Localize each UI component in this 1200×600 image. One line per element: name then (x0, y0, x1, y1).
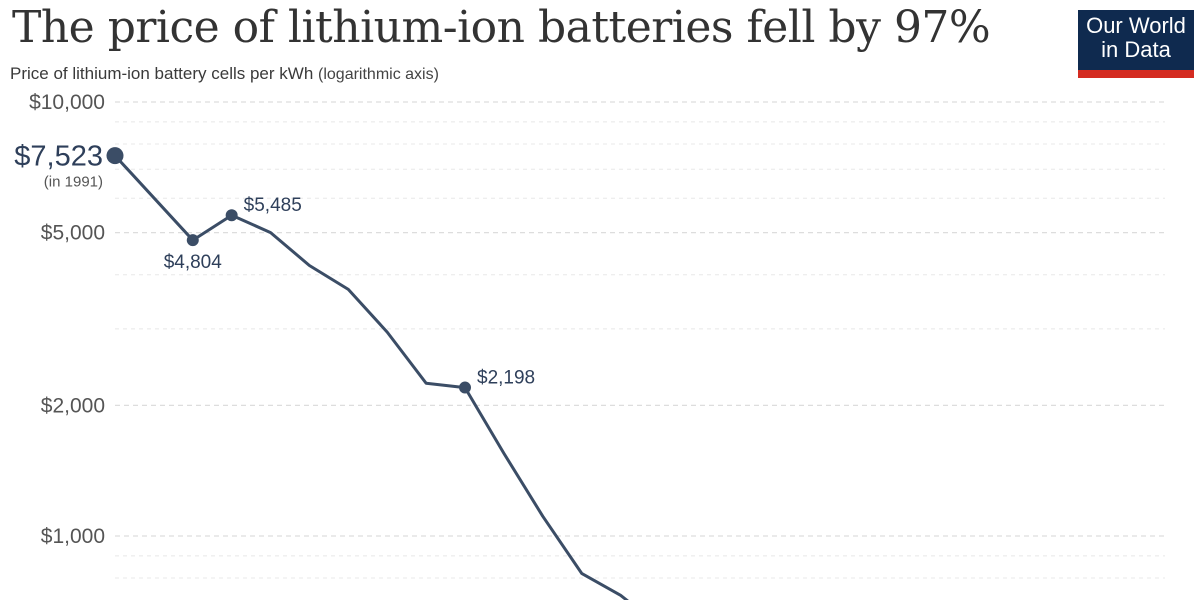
data-label: $7,523 (14, 141, 103, 173)
logo-line-2: in Data (1101, 37, 1171, 62)
subtitle-note: (logarithmic axis) (318, 66, 439, 83)
logo-line-1: Our World (1086, 13, 1186, 38)
data-point (459, 381, 471, 394)
y-tick-label: $5,000 (41, 222, 105, 245)
chart-title: The price of lithium-ion batteries fell … (12, 2, 991, 53)
chart-subtitle: Price of lithium-ion battery cells per k… (10, 64, 439, 84)
y-tick-label: $1,000 (41, 525, 105, 548)
owid-logo[interactable]: Our World in Data (1078, 10, 1194, 78)
data-label: $5,485 (244, 195, 302, 216)
data-label: $2,198 (477, 368, 535, 389)
data-point (106, 147, 124, 165)
data-point (186, 234, 199, 247)
series-line (113, 154, 629, 600)
y-tick-label: $2,000 (41, 394, 105, 417)
data-point (225, 209, 238, 222)
y-tick-label: $10,000 (29, 91, 105, 114)
subtitle-text: Price of lithium-ion battery cells per k… (10, 64, 314, 83)
data-label: $4,804 (164, 252, 223, 273)
data-sublabel: (in 1991) (44, 174, 103, 191)
